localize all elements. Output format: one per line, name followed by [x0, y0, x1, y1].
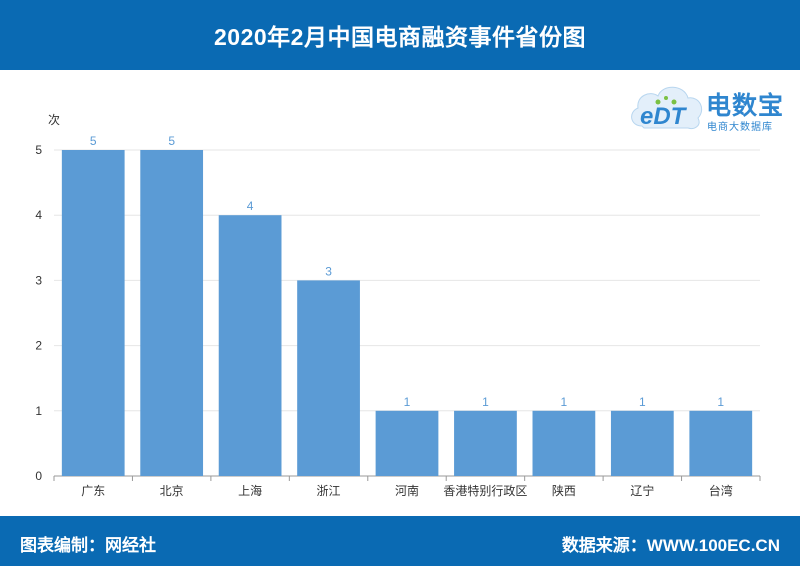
bar-chart: 次 0 1 2 3 4 5 5 广东 5 北京 4 上海 3 浙江 1 河南 1 香港特别行政区 1 陕西 1 辽宁 1 台湾	[35, 113, 761, 498]
bars	[61, 150, 753, 476]
x-category-label: 辽宁	[630, 483, 654, 498]
y-tick-label: 4	[35, 208, 42, 222]
footer-banner: 图表编制：网经社 数据来源：WWW.100EC.CN	[0, 516, 800, 566]
x-category-label: 上海	[238, 483, 262, 498]
bar	[532, 410, 596, 476]
x-category-label: 香港特别行政区	[443, 483, 527, 498]
y-tick-label: 2	[35, 339, 42, 353]
data-label: 5	[168, 134, 175, 148]
data-label: 1	[717, 395, 724, 409]
bar	[689, 410, 753, 476]
data-label: 1	[404, 395, 411, 409]
labels: 次 0 1 2 3 4 5 5 广东 5 北京 4 上海 3 浙江 1 河南 1 香港特别行政区 1 陕西 1 辽宁 1 台湾	[35, 113, 732, 498]
data-label: 1	[561, 395, 568, 409]
x-category-label: 河南	[395, 483, 419, 498]
brand-logo: eDT 电数宝 电商大数据库	[628, 76, 793, 136]
bar	[610, 410, 674, 476]
data-label: 3	[325, 264, 332, 278]
data-label: 1	[482, 395, 489, 409]
x-category-label: 北京	[160, 484, 184, 498]
footer-editor: 图表编制：网经社	[20, 536, 156, 555]
bar	[61, 150, 125, 476]
logo-mark-text: eDT	[640, 103, 688, 130]
page-title: 2020年2月中国电商融资事件省份图	[214, 24, 586, 50]
data-label: 1	[639, 395, 646, 409]
y-tick-label: 3	[35, 273, 42, 287]
bar	[140, 150, 204, 476]
x-category-label: 广东	[81, 484, 105, 498]
bar	[297, 280, 360, 476]
cloud-logo-icon: eDT	[631, 86, 703, 130]
chart-title-banner: 2020年2月中国电商融资事件省份图	[0, 0, 800, 70]
axes	[53, 475, 761, 481]
bar	[375, 410, 439, 476]
footer-source: 数据来源：WWW.100EC.CN	[561, 536, 780, 555]
y-axis-unit-label: 次	[48, 113, 60, 127]
logo-name: 电数宝	[706, 92, 785, 120]
y-tick-label: 0	[35, 469, 42, 483]
bar	[454, 410, 517, 476]
bar	[218, 215, 282, 476]
x-category-label: 陕西	[552, 483, 576, 498]
y-tick-label: 1	[35, 404, 42, 418]
logo-tagline: 电商大数据库	[707, 122, 773, 133]
data-label: 4	[247, 199, 254, 213]
x-category-label: 台湾	[709, 483, 733, 498]
x-category-label: 浙江	[317, 484, 341, 498]
data-label: 5	[90, 134, 97, 148]
y-tick-label: 5	[35, 143, 42, 157]
